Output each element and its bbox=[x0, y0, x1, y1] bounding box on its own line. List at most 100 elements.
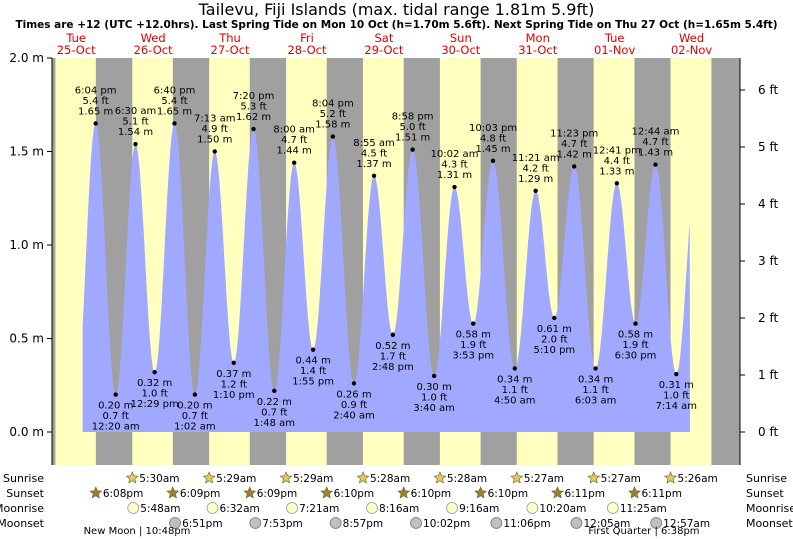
moonrise-time: 7:21am bbox=[299, 503, 339, 515]
sunset-time: 6:10pm bbox=[411, 488, 451, 500]
moon-phase-label: New Moon | 10:48pm bbox=[84, 526, 191, 537]
right-tick-label: 3 ft bbox=[758, 254, 778, 268]
sun-star-icon bbox=[551, 486, 564, 499]
tide-area bbox=[82, 123, 691, 432]
tide-extreme-label: 0.32 m bbox=[137, 378, 172, 389]
tide-extreme-point bbox=[512, 366, 517, 371]
sun-star-icon bbox=[433, 471, 447, 484]
tide-extreme-point bbox=[291, 160, 297, 165]
tide-extreme-point bbox=[172, 121, 177, 126]
moonset-time: 10:02pm bbox=[423, 518, 470, 530]
tide-extreme-label: 4.3 ft bbox=[441, 160, 467, 171]
tide-extreme-label: 1.44 m bbox=[277, 146, 312, 157]
tide-extreme-point bbox=[410, 147, 415, 152]
tide-extreme-label: 0.7 ft bbox=[182, 411, 208, 422]
tide-extreme-label: 12:20 am bbox=[92, 422, 140, 433]
sunset-time: 6:10pm bbox=[334, 488, 374, 500]
tide-extreme-label: 2.0 ft bbox=[541, 334, 567, 345]
sun-star-icon bbox=[125, 471, 139, 484]
tide-extreme-label: 1.1 ft bbox=[582, 385, 608, 396]
tide-extreme-point bbox=[674, 371, 679, 377]
tide-extreme-label: 3:40 am bbox=[413, 403, 455, 414]
tide-extreme-label: 8:58 pm bbox=[392, 112, 434, 123]
row-label-right: Moonrise bbox=[746, 502, 793, 515]
tide-extreme-label: 11:21 am bbox=[512, 153, 560, 164]
row-label-left: Sunrise bbox=[3, 472, 44, 485]
moonrise-icon bbox=[366, 502, 378, 514]
tide-extreme-label: 1.58 m bbox=[315, 120, 350, 131]
tide-extreme-label: 1.43 m bbox=[638, 148, 673, 159]
left-tick-label: 1.0 m bbox=[9, 238, 44, 252]
tide-extreme-label: 4.7 ft bbox=[642, 137, 668, 148]
tide-extreme-label: 1.0 ft bbox=[663, 391, 689, 402]
date-label: 25-Oct bbox=[57, 43, 96, 57]
tide-extreme-point bbox=[653, 162, 658, 167]
moonrise-icon bbox=[446, 502, 458, 514]
sunset-time: 6:08pm bbox=[103, 488, 143, 500]
tide-extreme-label: 4.5 ft bbox=[361, 148, 387, 159]
tide-extreme-label: 0.30 m bbox=[417, 382, 452, 393]
moonset-icon bbox=[490, 517, 503, 529]
date-label: 26-Oct bbox=[134, 43, 173, 57]
day-of-week-label: Wed bbox=[141, 31, 166, 45]
tide-extreme-point bbox=[152, 369, 157, 375]
tide-extreme-point bbox=[272, 388, 277, 394]
moonset-time: 6:51pm bbox=[182, 518, 222, 530]
moonset-icon bbox=[410, 517, 422, 529]
tide-extreme-label: 1:48 am bbox=[254, 418, 296, 429]
tide-extreme-point bbox=[490, 158, 496, 164]
tide-extreme-point bbox=[390, 332, 396, 337]
tide-extreme-label: 1.0 ft bbox=[141, 389, 167, 400]
moonrise-icon bbox=[127, 502, 140, 514]
sunrise-time: 5:27am bbox=[601, 473, 641, 485]
moonset-icon bbox=[329, 517, 342, 529]
tide-extreme-label: 12:44 am bbox=[632, 127, 680, 138]
tide-extreme-label: 1.9 ft bbox=[622, 340, 648, 351]
chart-title: Tailevu, Fiji Islands (max. tidal range … bbox=[198, 0, 595, 19]
sun-star-icon bbox=[202, 471, 216, 484]
tide-extreme-point bbox=[212, 149, 217, 154]
tide-extreme-label: 6:30 pm bbox=[615, 351, 657, 362]
date-label: 27-Oct bbox=[211, 43, 250, 57]
moonrise-icon bbox=[206, 502, 219, 514]
sun-star-icon bbox=[166, 486, 180, 499]
tide-extreme-label: 1:02 am bbox=[174, 422, 216, 433]
moonset-icon bbox=[169, 517, 181, 529]
right-tick-label: 5 ft bbox=[758, 140, 778, 154]
date-label: 02-Nov bbox=[671, 43, 712, 57]
row-label-right: Moonset bbox=[746, 517, 793, 530]
tide-extreme-label: 0.31 m bbox=[659, 380, 694, 391]
tide-extreme-label: 1.33 m bbox=[599, 166, 634, 177]
right-axis-panel bbox=[740, 58, 793, 465]
sun-star-icon bbox=[474, 486, 488, 499]
right-tick-label: 0 ft bbox=[758, 425, 778, 439]
tide-extreme-label: 2:40 am bbox=[333, 410, 375, 421]
day-of-week-label: Tue bbox=[65, 31, 86, 45]
sunrise-time: 5:26am bbox=[678, 473, 718, 485]
tide-extreme-point bbox=[572, 164, 577, 169]
axes: 0.0 m 0.5 m 1.0 m 1.5 m 2.0 m 0 ft 1 ft 2 ft 3 f… bbox=[0, 51, 793, 465]
tide-extreme-point bbox=[533, 188, 538, 193]
tide-extreme-label: 1.50 m bbox=[197, 135, 232, 146]
day-of-week-label: Fri bbox=[300, 31, 314, 45]
tide-extreme-label: 1:10 pm bbox=[213, 390, 255, 401]
day-of-week-label: Tue bbox=[604, 31, 625, 45]
left-tick-label: 1.5 m bbox=[9, 145, 44, 159]
left-tick-label: 0.5 m bbox=[9, 332, 44, 346]
tide-extreme-label: 8:04 pm bbox=[312, 99, 354, 110]
day-of-week-label: Sat bbox=[374, 31, 393, 45]
sun-star-icon bbox=[356, 471, 370, 484]
right-tick-label: 6 ft bbox=[758, 83, 778, 97]
tide-extreme-point bbox=[431, 373, 437, 379]
date-label: 29-Oct bbox=[364, 43, 403, 57]
tide-extreme-point bbox=[330, 134, 336, 139]
moonset-time: 8:57pm bbox=[343, 518, 383, 530]
moonrise-time: 5:48am bbox=[140, 503, 180, 515]
tide-extreme-label: 4.2 ft bbox=[522, 163, 548, 174]
moonset-time: 12:05am bbox=[583, 518, 630, 530]
tide-extreme-label: 4.7 ft bbox=[561, 139, 587, 150]
tide-extreme-point bbox=[371, 173, 377, 179]
tide-extreme-label: 0.20 m bbox=[177, 401, 212, 412]
sun-star-icon bbox=[587, 471, 601, 484]
